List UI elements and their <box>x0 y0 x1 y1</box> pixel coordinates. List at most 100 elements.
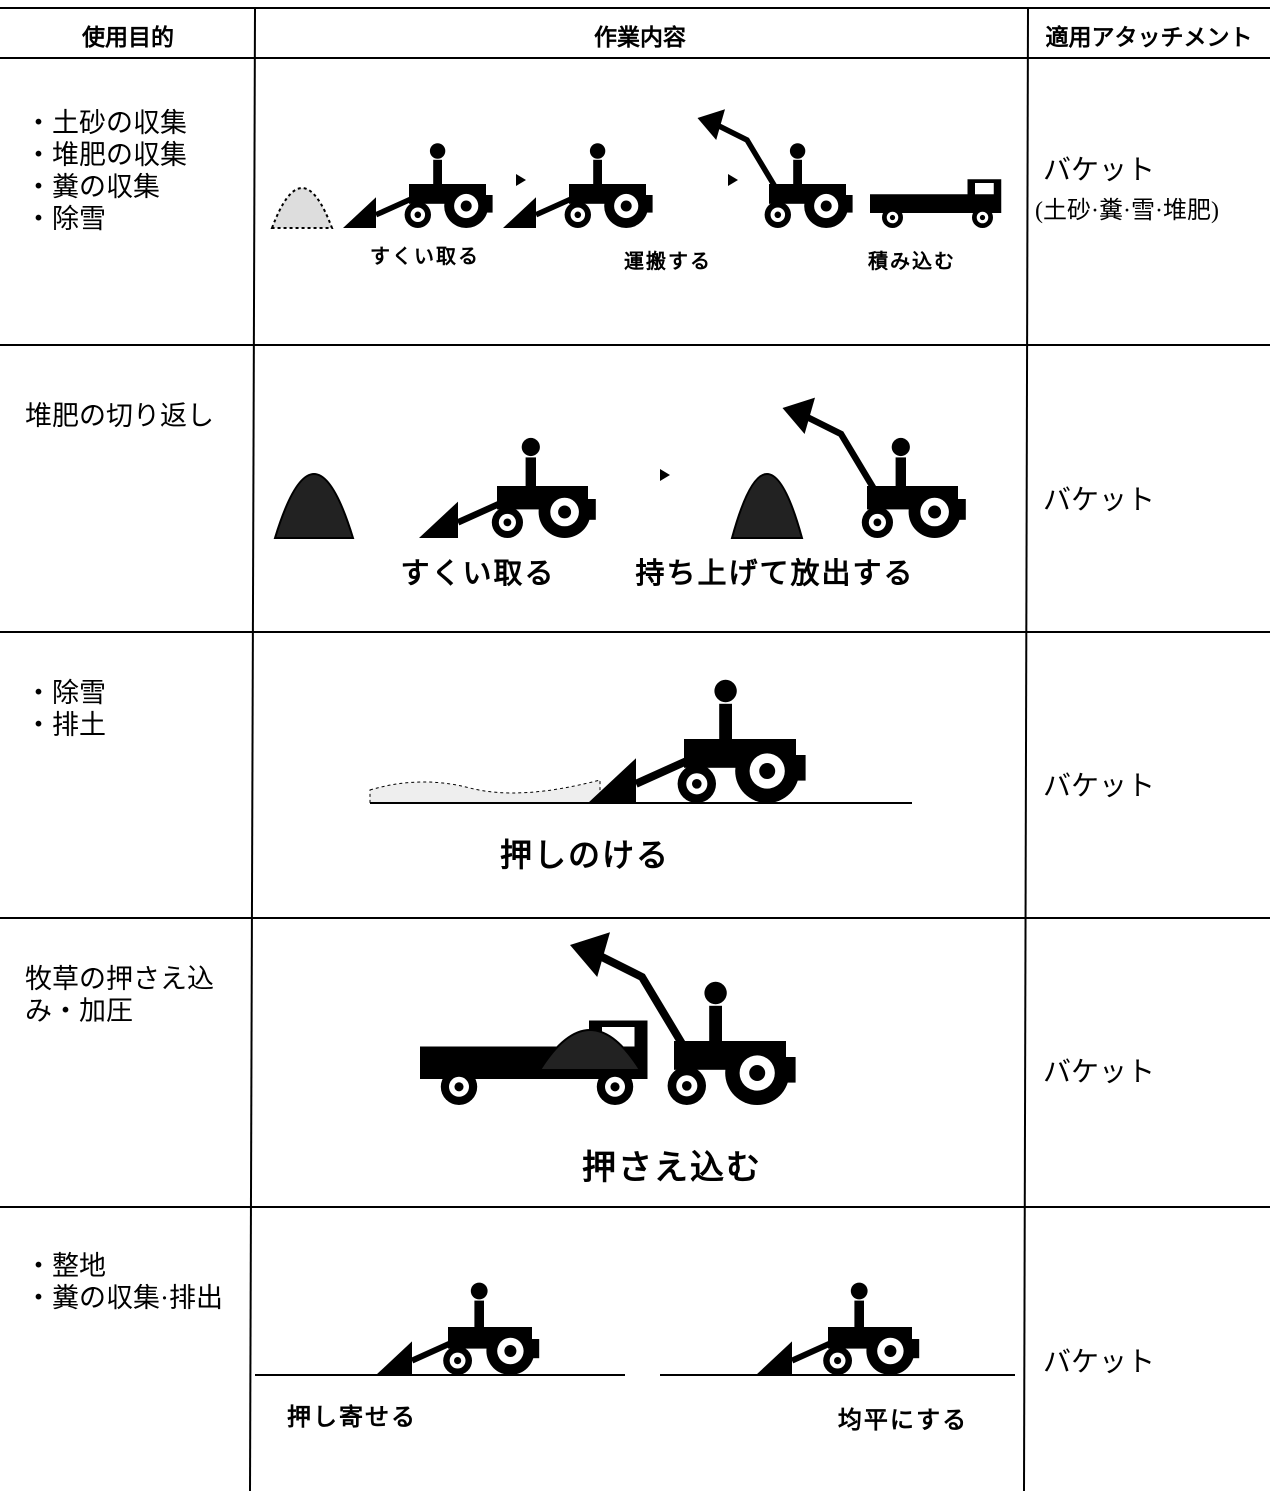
column-header: 使用目的 <box>82 25 174 51</box>
caption: 均平にする <box>837 1406 969 1434</box>
illustration-shape <box>454 1357 462 1365</box>
illustration-shape <box>593 159 602 187</box>
illustration-shape <box>873 518 882 527</box>
caption: 持ち上げて放出する <box>635 556 915 590</box>
illustration-shape <box>834 1357 842 1365</box>
illustration-shape <box>343 197 376 228</box>
purpose-text: 牧草の押さえ込 <box>25 964 214 994</box>
illustration-shape <box>456 496 512 526</box>
illustration-shape <box>895 457 906 489</box>
illustration-shape <box>796 755 806 781</box>
illustration-shape <box>793 159 802 187</box>
illustration-shape <box>870 194 968 213</box>
illustration-shape <box>588 499 596 520</box>
illustration-shape <box>414 211 422 219</box>
purpose-text: ・糞の収集·排出 <box>25 1283 223 1313</box>
illustration-shape <box>800 411 883 501</box>
illustration-shape <box>709 1005 722 1045</box>
illustration-shape <box>682 1081 692 1091</box>
illustration-shape <box>410 1336 462 1364</box>
illustration-shape <box>660 469 670 481</box>
illustration-shape <box>884 1345 897 1357</box>
purpose-text: ・堆肥の収集 <box>25 140 187 170</box>
illustration-shape <box>516 174 526 186</box>
illustration-shape <box>620 200 632 212</box>
illustration-shape <box>525 457 536 489</box>
illustration-shape <box>789 143 806 159</box>
illustration-shape <box>486 195 493 213</box>
illustration-shape <box>786 1057 796 1083</box>
illustration-shape <box>975 183 994 195</box>
illustration-shape <box>704 981 727 1005</box>
illustration-shape <box>692 779 702 789</box>
illustration-shape <box>719 703 732 743</box>
caption: 押しのける <box>499 836 671 874</box>
illustration-shape <box>474 1300 484 1330</box>
illustration-shape <box>728 174 738 186</box>
illustration-shape <box>958 499 966 520</box>
illustration-shape <box>774 211 782 219</box>
illustration-shape <box>820 200 832 212</box>
illustration-shape <box>369 779 601 804</box>
illustration-shape <box>712 121 783 197</box>
caption: すくい取る <box>400 556 556 590</box>
illustration-shape <box>503 518 512 527</box>
illustration-shape <box>454 1082 464 1092</box>
illustration-shape <box>374 192 422 218</box>
column-header: 作業内容 <box>594 25 686 51</box>
purpose-text: ・糞の収集 <box>25 172 160 202</box>
illustration-shape <box>419 501 458 538</box>
table-grid <box>0 7 1270 1491</box>
illustration-shape <box>273 473 355 539</box>
illustration-shape <box>979 214 986 221</box>
caption: 運搬する <box>624 249 712 273</box>
illustration-shape <box>592 949 694 1060</box>
purpose-text: ・排土 <box>25 710 106 740</box>
caption: 積み込む <box>868 249 956 273</box>
illustration-shape <box>749 1065 766 1081</box>
illustration-shape <box>646 195 653 213</box>
caption: すくい取る <box>370 244 480 268</box>
purpose-text: ・除雪 <box>25 204 106 234</box>
illustration-shape <box>433 159 442 187</box>
illustration-shape <box>270 187 334 229</box>
illustration-shape <box>429 143 446 159</box>
illustration-shape <box>790 1336 842 1364</box>
column-header: 適用アタッチメント <box>1045 25 1253 51</box>
illustration-shape <box>634 751 702 788</box>
illustration-shape <box>470 1282 488 1300</box>
attachment: バケット <box>1043 1057 1156 1088</box>
illustration-shape <box>532 1339 540 1359</box>
illustration-shape <box>588 758 636 803</box>
illustration-shape <box>928 505 942 519</box>
purpose-text: ・整地 <box>25 1251 106 1281</box>
illustration-shape <box>521 437 540 457</box>
purpose-text: ・土砂の収集 <box>25 108 187 138</box>
illustration-shape <box>912 1339 920 1359</box>
illustration-shape <box>610 1082 620 1092</box>
attachment: バケット <box>1043 485 1156 516</box>
illustration-shape <box>730 473 804 539</box>
illustration-shape <box>574 211 582 219</box>
illustration-shape <box>460 200 472 212</box>
illustration-shape <box>714 679 737 703</box>
illustration-shape <box>846 195 853 213</box>
illustration-shape <box>756 1341 792 1375</box>
illustration-shape <box>504 1345 517 1357</box>
illustration-shape <box>697 109 725 140</box>
illustration-shape <box>889 214 896 221</box>
illustration-shape <box>782 397 815 434</box>
illustration-shape <box>558 505 572 519</box>
illustration-shape <box>538 1029 642 1071</box>
illustration-shape <box>850 1282 868 1300</box>
attachment: バケット <box>1043 1347 1156 1378</box>
illustration-shape <box>570 932 610 977</box>
purpose-text: み・加圧 <box>25 996 133 1026</box>
illustration-shape <box>891 437 910 457</box>
illustration-shape <box>376 1341 412 1375</box>
illustration-shape <box>589 143 606 159</box>
attachment-note: (土砂·糞·雪·堆肥) <box>1035 198 1219 224</box>
illustration-shape <box>534 192 582 218</box>
